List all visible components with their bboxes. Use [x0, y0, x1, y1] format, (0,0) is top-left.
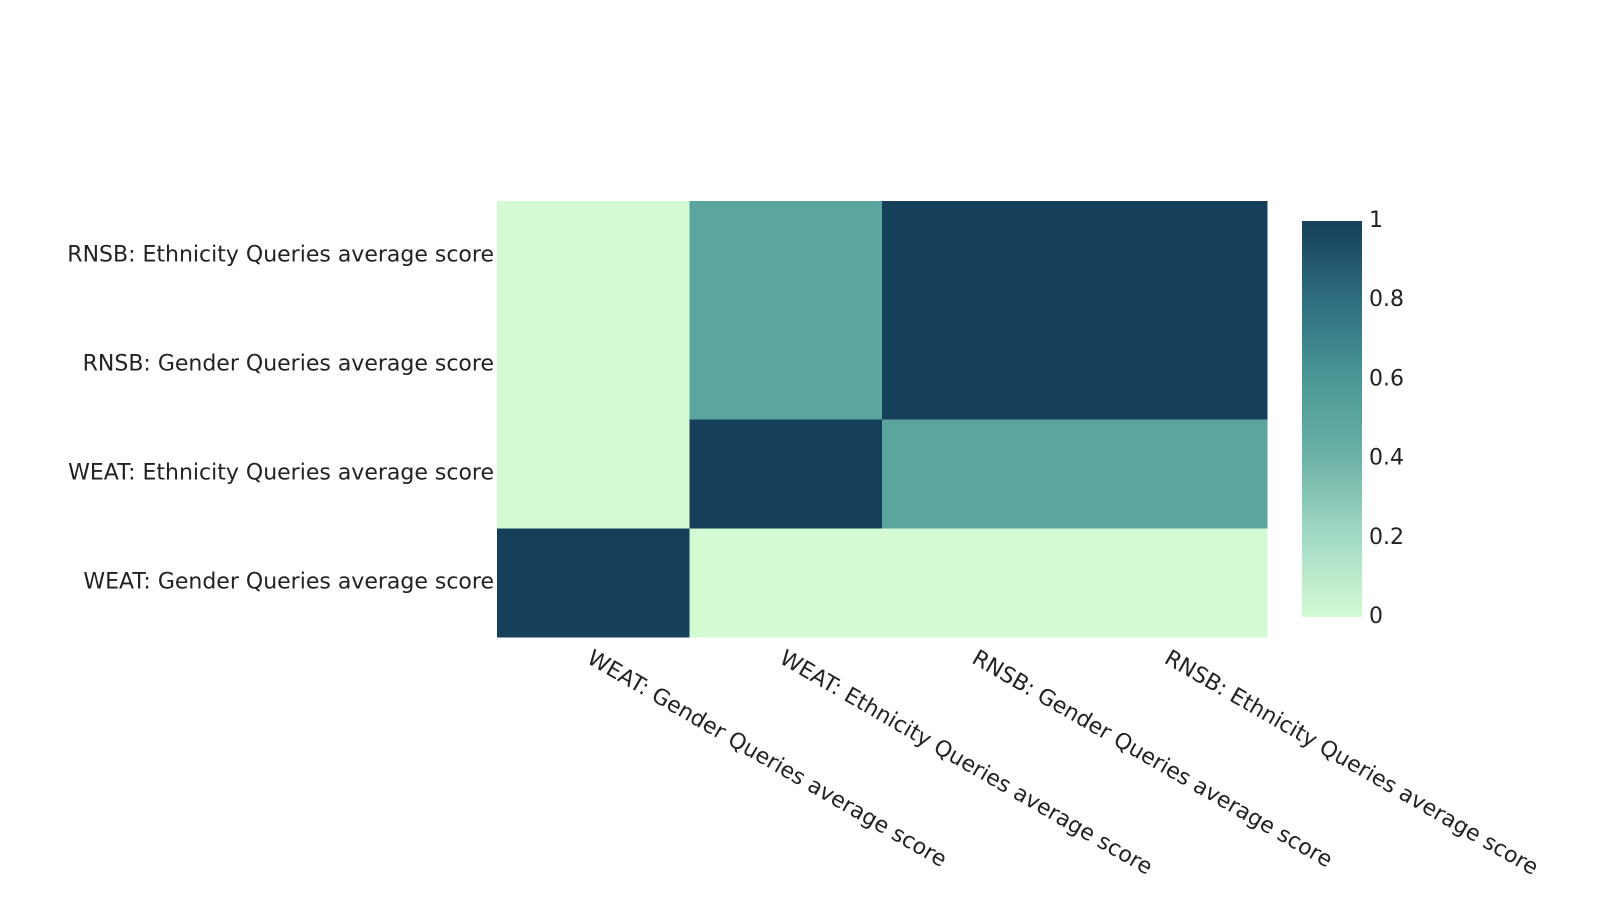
heatmap-cell [689, 201, 883, 311]
colorbar-tick-label: 0 [1369, 604, 1383, 629]
heatmap-cell [497, 201, 690, 311]
heatmap-cell [882, 310, 1075, 420]
heatmap-cell [1074, 310, 1268, 420]
heatmap-cell [1074, 528, 1268, 638]
y-axis-labels: WEAT: Gender Queries average score WEAT: … [67, 243, 494, 595]
y-tick-label: RNSB: Ethnicity Queries average score [67, 243, 494, 268]
heatmap-cell [497, 419, 690, 529]
y-tick-label: RNSB: Gender Queries average score [83, 352, 494, 377]
colorbar-tick-label: 0.2 [1369, 525, 1404, 550]
heatmap-cell [882, 419, 1075, 529]
x-tick-label: RNSB: Ethnicity Queries average score [1160, 646, 1542, 881]
colorbar-tick-label: 1 [1369, 208, 1383, 233]
colorbar-tick-label: 0.6 [1369, 366, 1404, 391]
colorbar-tick-labels: 0 0.2 0.4 0.6 0.8 1 [1369, 208, 1404, 629]
colorbar: 0 0.2 0.4 0.6 0.8 1 [1302, 208, 1404, 629]
heatmap-cells [497, 201, 1268, 638]
x-tick-label: WEAT: Ethnicity Queries average score [775, 646, 1156, 881]
heatmap-cell [497, 528, 690, 638]
colorbar-tick-label: 0.4 [1369, 446, 1404, 471]
y-tick-label: WEAT: Gender Queries average score [83, 570, 494, 595]
heatmap-cell [689, 419, 883, 529]
heatmap-cell [689, 310, 883, 420]
x-axis-labels: WEAT: Gender Queries average scoreWEAT: … [583, 646, 1543, 881]
heatmap-cell [689, 528, 883, 638]
colorbar-tick-label: 0.8 [1369, 287, 1404, 312]
heatmap-cell [882, 201, 1075, 311]
x-tick-label: WEAT: Gender Queries average score [583, 646, 951, 873]
colorbar-gradient [1302, 221, 1362, 617]
heatmap-cell [1074, 419, 1268, 529]
heatmap-cell [1074, 201, 1268, 311]
heatmap-cell [497, 310, 690, 420]
heatmap-cell [882, 528, 1075, 638]
x-tick-label: RNSB: Gender Queries average score [968, 646, 1337, 873]
y-tick-label: WEAT: Ethnicity Queries average score [68, 461, 494, 486]
